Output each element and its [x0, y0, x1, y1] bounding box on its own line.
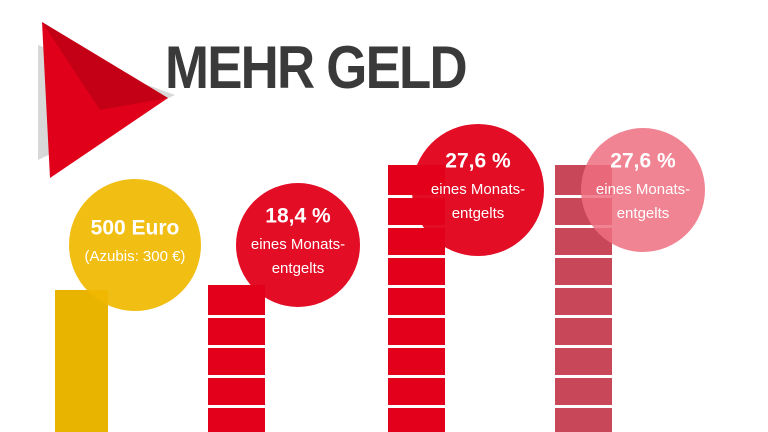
- column-stripe: [208, 315, 265, 318]
- badge-headline: 18,4 %: [265, 205, 331, 228]
- badge-headline: 500 Euro: [91, 217, 180, 240]
- title: MEHR GELD: [165, 34, 466, 101]
- column-stripe: [555, 405, 612, 408]
- badge-line: eines Monats-: [596, 181, 690, 198]
- badge-line: eines Monats-: [251, 236, 345, 253]
- column-bar: [208, 285, 265, 432]
- badge-line: entgelts: [617, 205, 670, 222]
- column-stripe: [208, 405, 265, 408]
- column-stripe: [555, 255, 612, 258]
- badge-headline: 27,6 %: [610, 150, 676, 173]
- column-stripe: [208, 375, 265, 378]
- column-stripe: [388, 225, 445, 228]
- column-stripe: [388, 345, 445, 348]
- column-stripe: [388, 405, 445, 408]
- column-stripe: [555, 315, 612, 318]
- badge: [412, 124, 544, 256]
- badge-line: entgelts: [272, 260, 325, 277]
- column-stripe: [208, 345, 265, 348]
- badge-line: (Azubis: 300 €): [85, 248, 186, 265]
- badge: [236, 183, 360, 307]
- column-stripe: [388, 315, 445, 318]
- column-stripe: [555, 375, 612, 378]
- badge-headline: 27,6 %: [445, 150, 511, 173]
- column-stripe: [555, 225, 612, 228]
- column-bar: [55, 290, 108, 432]
- badge-line: entgelts: [452, 205, 505, 222]
- badge: [69, 179, 201, 311]
- badge: [581, 128, 705, 252]
- logo-shape: [42, 22, 168, 110]
- column-stripe: [388, 255, 445, 258]
- columns: 500 Euro (Azubis: 300 €) 18,4 % eines Monat…: [55, 124, 705, 432]
- column-stripe: [555, 285, 612, 288]
- column-stripe: [555, 345, 612, 348]
- column-stripe: [388, 285, 445, 288]
- column-stripe: [388, 375, 445, 378]
- badge-line: eines Monats-: [431, 181, 525, 198]
